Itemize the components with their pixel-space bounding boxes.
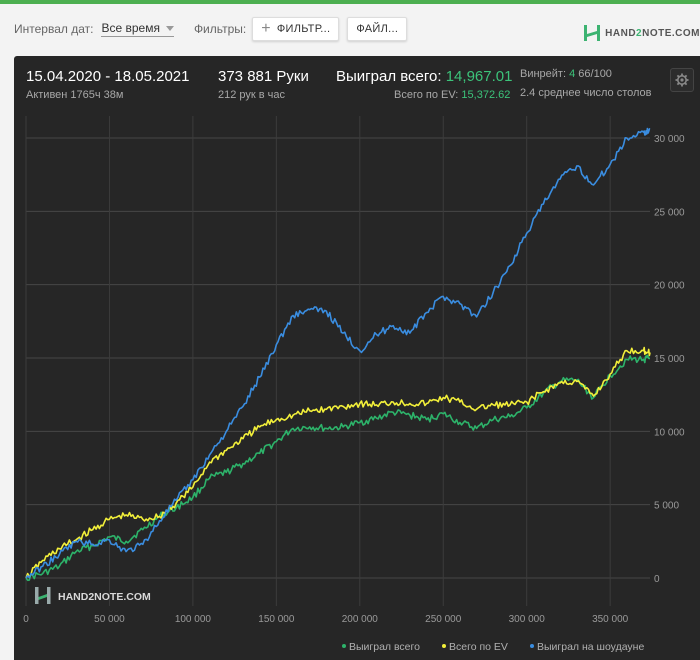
x-tick-label: 300 000 — [509, 614, 546, 625]
hand2note-logo-icon — [584, 25, 601, 41]
filters-label: Фильтры: — [193, 22, 247, 36]
date-range: 15.04.2020 - 18.05.2021 — [26, 68, 190, 85]
series-line — [25, 346, 651, 579]
date-interval-select[interactable]: Все время — [101, 21, 174, 37]
ev-total: Всего по EV: 15,372.62 — [394, 89, 511, 101]
y-tick-label: 10 000 — [654, 427, 685, 438]
chart-watermark: HAND2NOTE.COM — [35, 587, 151, 604]
top-accent-bar — [0, 0, 700, 4]
plus-icon: + — [261, 20, 271, 37]
legend-entry[interactable]: Всего по EV — [449, 641, 508, 653]
series-line — [25, 127, 651, 579]
date-interval-value: Все время — [101, 21, 160, 35]
ev-total-value: 15,372.62 — [461, 89, 511, 101]
hands-rate: 212 рук в час — [218, 89, 286, 101]
filter-bar: Интервал дат: Все время Фильтры: + ФИЛЬТ… — [0, 4, 700, 54]
date-interval-label: Интервал дат: — [14, 22, 94, 36]
chevron-down-icon — [165, 25, 174, 31]
x-tick-label: 200 000 — [342, 614, 379, 625]
legend-marker — [530, 644, 534, 648]
x-tick-label: 250 000 — [425, 614, 462, 625]
watermark-text: HAND2NOTE.COM — [58, 591, 151, 603]
file-button[interactable]: ФАЙЛ... — [347, 17, 408, 41]
legend-marker — [442, 644, 446, 648]
y-tick-label: 0 — [654, 574, 660, 585]
legend-marker — [342, 644, 346, 648]
brand-logo: HAND2NOTE.COM — [583, 24, 700, 42]
won-total-value: 14,967.01 — [445, 68, 513, 85]
average-tables: 2.4 среднее число столов — [520, 87, 652, 99]
filter-button[interactable]: + ФИЛЬТР... — [252, 17, 340, 41]
active-time: Активен 1765ч 38м — [26, 89, 124, 101]
won-total: Выиграл всего: 14,967.01 — [336, 68, 513, 85]
winrate-value: 4 — [569, 68, 576, 80]
y-tick-label: 30 000 — [654, 134, 685, 145]
x-tick-label: 150 000 — [258, 614, 295, 625]
hands-count: 373 881 Руки — [218, 68, 309, 85]
y-tick-label: 25 000 — [654, 207, 685, 218]
winrate: Винрейт: 4 66/100 — [520, 68, 612, 80]
x-tick-label: 0 — [23, 614, 29, 625]
x-tick-label: 350 000 — [592, 614, 629, 625]
x-tick-label: 100 000 — [175, 614, 212, 625]
brand-logo-text: HAND2NOTE.COM — [605, 27, 700, 39]
graph-panel: 15.04.2020 - 18.05.2021 Активен 1765ч 38… — [14, 56, 700, 660]
settings-button[interactable] — [670, 68, 694, 92]
gear-icon — [675, 73, 689, 87]
x-tick-label: 50 000 — [94, 614, 125, 625]
legend-entry[interactable]: Выиграл на шоудауне — [537, 641, 644, 653]
profit-chart: HAND2NOTE.COM 0 50 000 100 000 150 000 200 0… — [23, 116, 685, 653]
file-button-label: ФАЙЛ... — [356, 23, 399, 35]
legend-entry[interactable]: Выиграл всего — [349, 641, 420, 653]
filter-button-label: ФИЛЬТР... — [276, 23, 331, 35]
y-tick-label: 15 000 — [654, 354, 685, 365]
y-tick-label: 20 000 — [654, 281, 685, 292]
y-tick-label: 5 000 — [654, 501, 679, 512]
